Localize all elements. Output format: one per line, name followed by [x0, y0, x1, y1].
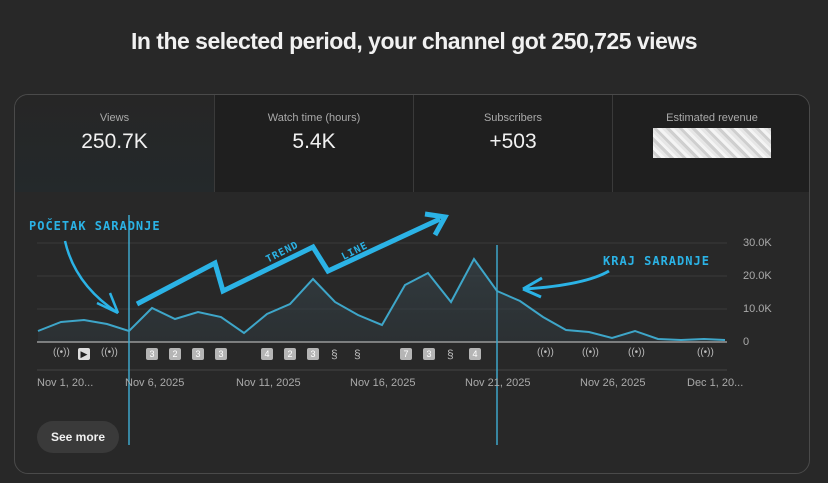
metric-tab-views[interactable]: Views 250.7K — [15, 95, 214, 192]
analytics-card: Views 250.7K Watch time (hours) 5.4K Sub… — [14, 94, 810, 474]
views-chart — [37, 211, 727, 445]
x-label: Dec 1, 20... — [687, 377, 744, 389]
start-annotation: POČETAK SARADNJE — [29, 219, 161, 233]
upload-count-badge[interactable]: 3 — [192, 348, 204, 360]
live-icon[interactable]: ((•)) — [537, 347, 554, 358]
x-label: Nov 1, 20... — [37, 377, 94, 389]
upload-count-badge[interactable]: 4 — [469, 348, 481, 360]
metric-tab-watch-time[interactable]: Watch time (hours) 5.4K — [214, 95, 413, 192]
start-arrow-icon — [63, 240, 119, 315]
y-tick: 0 — [743, 336, 750, 348]
live-icon[interactable]: ((•)) — [697, 347, 714, 358]
metric-tabs: Views 250.7K Watch time (hours) 5.4K Sub… — [15, 95, 809, 192]
shorts-icon[interactable]: § — [331, 347, 338, 361]
x-label: Nov 21, 2025 — [465, 377, 531, 389]
y-tick: 10.0K — [743, 303, 772, 315]
metric-label: Watch time (hours) — [267, 112, 361, 124]
upload-count-badge[interactable]: 2 — [284, 348, 296, 360]
upload-count-badge[interactable]: 2 — [169, 348, 181, 360]
x-label: Nov 16, 2025 — [350, 377, 416, 389]
metric-tab-revenue[interactable]: Estimated revenue — [612, 95, 809, 192]
y-tick: 20.0K — [743, 270, 772, 282]
upload-count-badge[interactable]: 3 — [307, 348, 319, 360]
metric-value: 5.4K — [292, 130, 336, 153]
live-icon[interactable]: ((•)) — [582, 347, 599, 358]
gridlines — [37, 242, 727, 310]
live-icon[interactable]: ((•)) — [101, 347, 118, 358]
metric-value: 250.7K — [81, 130, 148, 153]
metric-label: Estimated revenue — [666, 112, 758, 124]
metric-label: Views — [99, 112, 130, 124]
end-annotation: KRAJ SARADNJE — [603, 254, 710, 268]
x-label: Nov 11, 2025 — [236, 377, 301, 389]
views-area — [38, 259, 725, 342]
end-arrow-icon — [524, 269, 610, 291]
see-more-button[interactable]: See more — [37, 421, 119, 453]
redacted-value — [653, 128, 771, 158]
trend-arrow-icon — [135, 216, 442, 307]
metric-label: Subscribers — [483, 112, 543, 124]
shorts-icon[interactable]: § — [354, 347, 361, 361]
upload-count-badge[interactable]: 3 — [146, 348, 158, 360]
metric-tab-subscribers[interactable]: Subscribers +503 — [413, 95, 612, 192]
x-label: Nov 6, 2025 — [125, 377, 185, 389]
shorts-icon[interactable]: § — [447, 347, 454, 361]
upload-count-badge[interactable]: 4 — [261, 348, 273, 360]
y-tick: 30.0K — [743, 237, 772, 249]
upload-count-badge[interactable]: 3 — [215, 348, 227, 360]
video-icon[interactable]: ▶ — [78, 348, 90, 360]
metric-value: +503 — [489, 130, 537, 153]
live-icon[interactable]: ((•)) — [53, 347, 70, 358]
live-icon[interactable]: ((•)) — [628, 347, 645, 358]
page-title: In the selected period, your channel got… — [130, 28, 698, 54]
upload-count-badge[interactable]: 7 — [400, 348, 412, 360]
views-line — [37, 257, 726, 342]
x-label: Nov 26, 2025 — [580, 377, 646, 389]
upload-count-badge[interactable]: 3 — [423, 348, 435, 360]
